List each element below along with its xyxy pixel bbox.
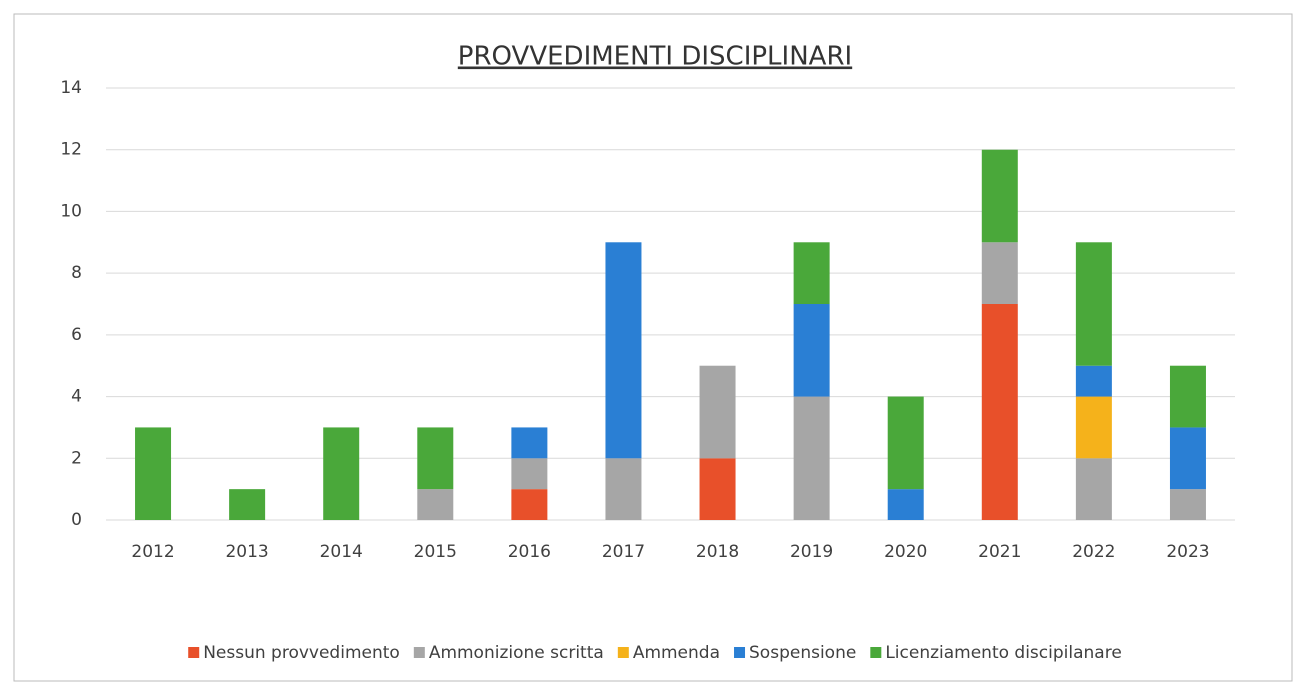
x-tick-label: 2014 — [320, 542, 363, 562]
bar-segment — [511, 427, 548, 459]
x-tick-label: 2022 — [1072, 542, 1115, 562]
legend-label: Sospensione — [749, 643, 856, 663]
bar-segment — [699, 365, 736, 459]
bar-segment — [793, 242, 830, 304]
legend-label: Ammonizione scritta — [429, 643, 604, 663]
y-tick-label: 6 — [71, 325, 82, 345]
y-tick-label: 4 — [71, 387, 82, 407]
x-tick-label: 2021 — [978, 542, 1021, 562]
bar-segment — [699, 458, 736, 520]
legend-swatch — [617, 647, 629, 658]
x-tick-label: 2020 — [884, 542, 927, 562]
bar-segment — [981, 149, 1018, 243]
legend-label: Licenziamento discipilanare — [885, 643, 1121, 663]
bar-segment — [793, 396, 830, 520]
bar-segment — [605, 458, 642, 520]
bar-segment — [1169, 365, 1206, 428]
bar-segment — [1075, 458, 1112, 520]
bar-segment — [793, 304, 830, 397]
y-tick-label: 10 — [60, 201, 82, 221]
y-tick-label: 14 — [60, 78, 82, 98]
legend-swatch — [413, 647, 425, 658]
bar-segment — [229, 489, 266, 520]
bar-segment — [1169, 427, 1206, 490]
bar-segment — [887, 489, 924, 520]
x-tick-label: 2015 — [414, 542, 457, 562]
x-tick-label: 2013 — [225, 542, 268, 562]
bar-segment — [887, 396, 924, 490]
bar-segment — [981, 242, 1018, 304]
y-tick-label: 8 — [71, 263, 82, 283]
x-tick-label: 2016 — [508, 542, 551, 562]
bar-segment — [323, 427, 360, 520]
x-tick-label: 2019 — [790, 542, 833, 562]
bar-segment — [1075, 396, 1112, 459]
chart-title: PROVVEDIMENTI DISCIPLINARI — [458, 42, 852, 72]
chart-frame — [13, 13, 1293, 682]
bar-segment — [1169, 489, 1206, 520]
bar-segment — [1075, 242, 1112, 366]
x-tick-label: 2017 — [602, 542, 645, 562]
bar-segment — [981, 304, 1018, 520]
bar-segment — [417, 489, 454, 520]
bar-segment — [1075, 365, 1112, 397]
y-tick-label: 0 — [71, 510, 82, 530]
y-tick-label: 12 — [60, 140, 82, 160]
legend-swatch — [870, 647, 882, 658]
legend-swatch — [734, 647, 746, 658]
legend-swatch — [188, 647, 200, 658]
bar-segment — [511, 489, 548, 520]
x-tick-label: 2023 — [1166, 542, 1209, 562]
bar-segment — [417, 427, 454, 490]
bar-segment — [511, 458, 548, 490]
bar-segment — [135, 427, 172, 520]
bar-segment — [605, 242, 642, 459]
x-tick-label: 2012 — [131, 542, 174, 562]
legend-label: Ammenda — [633, 643, 720, 663]
legend-label: Nessun provvedimento — [203, 643, 400, 663]
x-tick-label: 2018 — [696, 542, 739, 562]
y-tick-label: 2 — [71, 448, 82, 468]
